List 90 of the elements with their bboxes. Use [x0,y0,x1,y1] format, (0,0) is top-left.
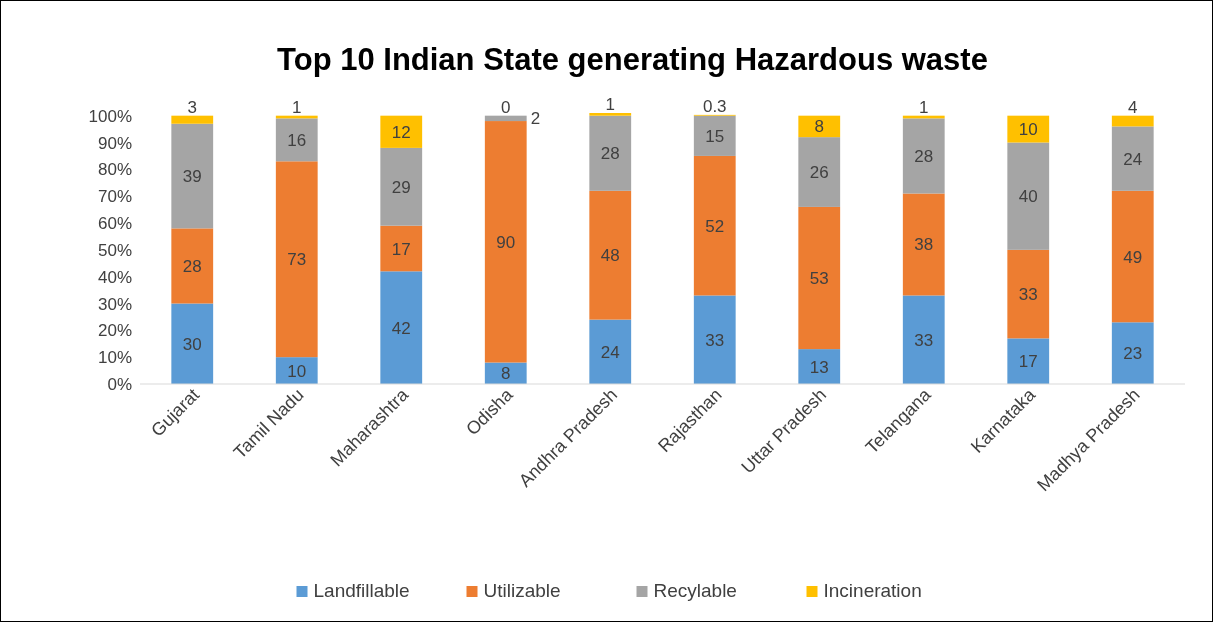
data-label: 28 [182,256,202,276]
data-label: 39 [182,167,202,187]
bar [589,319,632,384]
data-label: 42 [391,318,411,338]
y-tick-label: 70% [97,187,132,207]
data-label: 29 [391,177,411,197]
y-tick-label: 0% [107,375,132,394]
bar [902,295,945,384]
bar [902,118,945,194]
bar [275,118,318,162]
bar [589,113,632,116]
data-label: 33 [914,330,934,350]
data-label: 10 [1018,120,1038,140]
data-label: 24 [1123,149,1143,169]
data-label: 23 [1123,344,1143,364]
y-tick-label: 50% [97,240,132,260]
bar [380,271,423,384]
bar [275,161,318,358]
bar [171,115,214,124]
data-label: 10 [287,361,307,381]
bar [1111,115,1154,127]
bar [589,115,632,191]
bar [693,295,736,384]
bar [1111,126,1154,191]
bar [380,147,423,226]
bar [798,115,841,138]
y-tick-label: 80% [97,160,132,180]
bar [380,225,423,272]
data-label: 40 [1018,187,1038,207]
data-label: 15 [705,126,725,146]
data-label: 33 [705,330,725,350]
legend-label: Recylable [653,580,737,601]
data-label: 28 [600,144,620,164]
bar [902,193,945,296]
data-label: 0 [501,97,511,117]
y-tick-label: 30% [97,294,132,314]
data-label: 73 [287,250,307,270]
legend-label: Landfillable [313,580,410,601]
data-label: 33 [1018,285,1038,305]
data-label: 17 [391,239,411,259]
data-label: 13 [809,357,829,377]
data-label: 1 [292,97,302,117]
data-label: 38 [914,235,934,255]
data-label: 48 [600,246,620,266]
data-label: 1 [919,97,929,117]
data-label: 26 [809,163,829,183]
bar [798,349,841,384]
data-label: 90 [496,232,516,252]
bar [798,137,841,207]
data-label: 2 [530,109,541,129]
data-label: 24 [600,342,620,362]
y-tick-label: 20% [97,321,132,341]
data-label: 1 [605,95,615,114]
data-label: 0.3 [702,96,727,116]
y-tick-label: 60% [97,214,132,234]
bar [171,228,214,304]
bar [693,115,736,156]
data-label: 28 [914,146,934,166]
bar [380,115,423,148]
bar [1111,190,1154,323]
data-label: 8 [814,117,824,137]
bar [171,303,214,384]
bar [171,123,214,229]
legend-label: Utilizable [483,580,561,601]
bar [693,155,736,296]
data-label: 52 [705,216,725,236]
y-tick-label: 100% [88,106,132,126]
y-tick-label: 90% [97,133,132,153]
data-label: 49 [1123,247,1143,267]
data-label: 12 [391,122,411,142]
data-label: 3 [187,97,197,117]
bar [1007,142,1050,250]
data-label: 30 [182,334,202,354]
y-tick-label: 10% [97,348,132,368]
chart-title: Top 10 Indian State generating Hazardous waste [277,42,988,77]
bar [484,115,527,122]
bar [1007,115,1050,143]
bar [1007,338,1050,384]
data-label: 17 [1018,352,1038,372]
bar [1111,322,1154,384]
y-tick-label: 40% [97,267,132,287]
bar [798,206,841,350]
data-label: 53 [809,269,829,289]
bar [1007,249,1050,339]
data-label: 4 [1128,97,1138,117]
legend-label: Incineration [823,580,922,601]
data-label: 8 [501,364,511,384]
data-label: 16 [287,130,307,150]
bar [484,121,527,363]
bar [589,190,632,320]
